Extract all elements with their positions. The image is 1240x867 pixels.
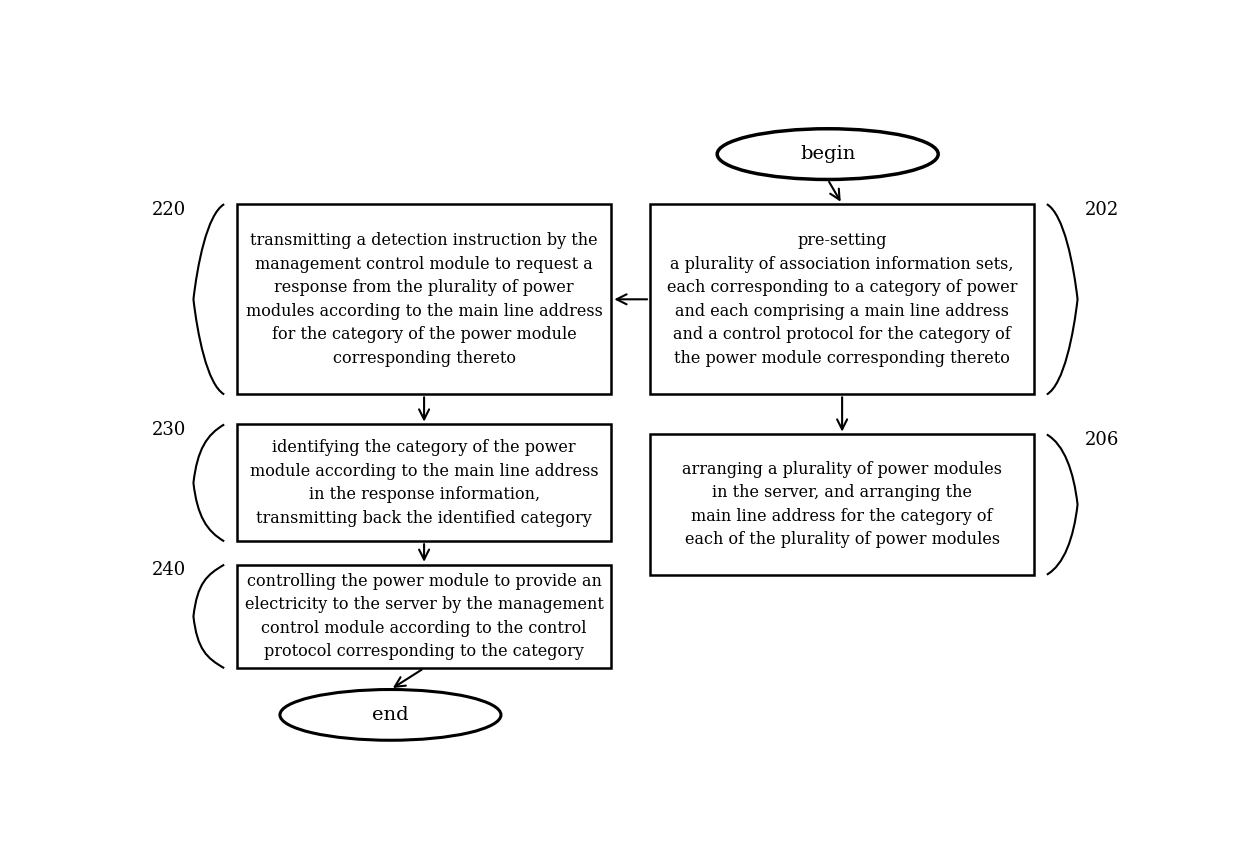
Text: pre-setting
a plurality of association information sets,
each corresponding to a: pre-setting a plurality of association i… <box>667 232 1017 367</box>
Ellipse shape <box>280 689 501 740</box>
Text: 202: 202 <box>1085 201 1120 218</box>
Text: 240: 240 <box>151 561 186 579</box>
Text: 206: 206 <box>1085 431 1120 449</box>
Text: 220: 220 <box>151 201 186 218</box>
Text: 230: 230 <box>151 421 186 440</box>
Ellipse shape <box>717 128 939 179</box>
Text: arranging a plurality of power modules
in the server, and arranging the
main lin: arranging a plurality of power modules i… <box>682 461 1002 548</box>
Text: begin: begin <box>800 145 856 163</box>
Bar <box>237 425 611 541</box>
Text: end: end <box>372 706 409 724</box>
Bar <box>650 434 1034 575</box>
Bar <box>237 564 611 668</box>
Text: identifying the category of the power
module according to the main line address
: identifying the category of the power mo… <box>249 440 599 526</box>
Bar <box>650 205 1034 394</box>
Bar <box>237 205 611 394</box>
Text: controlling the power module to provide an
electricity to the server by the mana: controlling the power module to provide … <box>244 573 604 660</box>
Text: transmitting a detection instruction by the
management control module to request: transmitting a detection instruction by … <box>246 232 603 367</box>
